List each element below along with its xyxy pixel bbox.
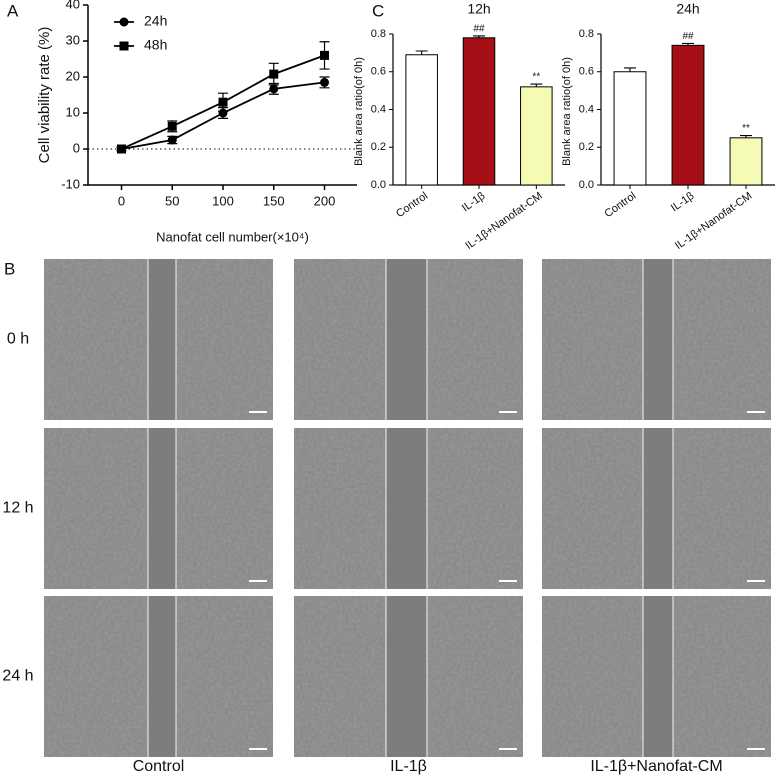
x-tick-label: 0 [118, 193, 125, 208]
y-tick-label: 0.6 [371, 66, 386, 78]
y-tick-label: -10 [61, 176, 80, 191]
error-bar [624, 67, 636, 72]
significance-label: ** [742, 123, 750, 134]
column-label: Control [133, 758, 185, 775]
legend-marker [119, 41, 129, 51]
y-tick-label: 0.0 [371, 179, 386, 191]
scratch-gap [148, 428, 176, 589]
micrograph [294, 428, 523, 589]
scratch-gap [643, 259, 673, 420]
marker [167, 135, 177, 145]
y-tick-label: 0.8 [371, 28, 386, 40]
micrograph [542, 259, 771, 420]
bar [462, 37, 496, 186]
error-bar [415, 50, 428, 55]
x-tick-label: 50 [165, 193, 179, 208]
chart-title: 24h [676, 1, 699, 17]
x-tick-label: IL-1β [460, 190, 488, 214]
scratch-gap [148, 259, 176, 420]
panel-label: B [4, 259, 15, 278]
marker [218, 97, 228, 107]
micrograph [44, 596, 273, 757]
row-label: 24 h [2, 668, 33, 685]
column-label: IL-1β+Nanofat-CM [590, 758, 722, 775]
micrograph [542, 428, 771, 589]
marker [167, 121, 177, 131]
bar [613, 71, 647, 186]
scratch-gap [643, 428, 673, 589]
bar [405, 54, 438, 186]
bar [729, 137, 763, 186]
y-tick-label: 0.4 [371, 103, 386, 115]
scratch-gap [386, 428, 427, 589]
scratch-gap [643, 596, 673, 757]
y-tick-label: 20 [66, 68, 80, 83]
significance-label: ## [473, 24, 485, 35]
marker [116, 144, 126, 154]
x-axis-label: Nanofat cell number(×10⁴) [156, 229, 309, 244]
x-tick-label: Control [602, 190, 638, 220]
y-axis-label: Blank area ratio(of 0h) [561, 57, 573, 166]
y-tick-label: 0.0 [579, 179, 594, 191]
y-tick-label: 10 [66, 104, 80, 119]
x-tick-label: 150 [263, 193, 285, 208]
significance-label: ** [532, 72, 540, 83]
scratch-gap [386, 259, 427, 420]
x-tick-label: IL-1β [669, 190, 697, 214]
y-axis-label: Blank area ratio(of 0h) [353, 57, 365, 166]
x-tick-label: Control [394, 190, 430, 220]
chart-title: 12h [467, 1, 490, 17]
micrograph [294, 596, 523, 757]
y-tick-label: 0 [73, 140, 80, 155]
y-tick-label: 0.2 [579, 141, 594, 153]
y-tick-label: 0.2 [371, 141, 386, 153]
bar [520, 86, 553, 186]
micrograph [44, 428, 273, 589]
panel-label: C [372, 1, 384, 20]
row-label: 0 h [7, 331, 29, 348]
panel-label: A [7, 1, 19, 20]
legend-marker [119, 17, 129, 27]
x-tick-label: 100 [212, 193, 234, 208]
legend-label: 48h [144, 37, 167, 53]
legend-label: 24h [144, 13, 167, 29]
micrograph [542, 596, 771, 757]
scratch-gap [386, 596, 427, 757]
column-label: IL-1β [390, 758, 427, 775]
significance-label: ## [682, 31, 694, 42]
y-tick-label: 30 [66, 32, 80, 47]
scratch-gap [148, 596, 176, 757]
marker [320, 50, 330, 60]
marker [320, 77, 330, 87]
x-tick-label: 200 [314, 193, 336, 208]
bar [671, 44, 705, 186]
micrograph [294, 259, 523, 420]
y-tick-label: 0.6 [579, 66, 594, 78]
marker [269, 69, 279, 79]
marker [269, 84, 279, 94]
row-label: 12 h [2, 500, 33, 517]
y-tick-label: 0.8 [579, 28, 594, 40]
y-axis-label: Cell viability rate (%) [36, 27, 53, 164]
y-tick-label: 0.4 [579, 103, 594, 115]
y-tick-label: 40 [66, 0, 80, 11]
micrograph [44, 259, 273, 420]
